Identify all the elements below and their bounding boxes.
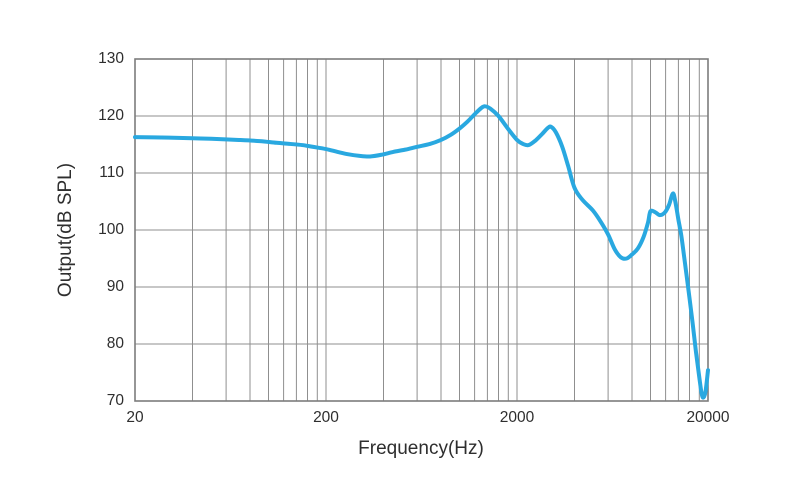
y-axis-title: Output(dB SPL) bbox=[55, 162, 76, 298]
x-axis-title: Frequency(Hz) bbox=[358, 438, 484, 459]
y-tick-label: 70 bbox=[106, 392, 124, 409]
y-tick-label: 130 bbox=[98, 50, 124, 67]
x-tick-label: 2000 bbox=[499, 409, 535, 426]
y-tick-label: 100 bbox=[98, 221, 124, 238]
response-curve bbox=[133, 104, 710, 400]
x-tick-label: 20 bbox=[126, 409, 144, 426]
y-tick-label: 80 bbox=[106, 335, 124, 352]
plot-border bbox=[134, 58, 709, 402]
y-tick-label: 110 bbox=[99, 164, 124, 181]
y-tick-label: 90 bbox=[106, 278, 124, 295]
x-tick-label: 20000 bbox=[686, 409, 730, 426]
x-tick-label: 200 bbox=[313, 409, 339, 426]
y-tick-label: 120 bbox=[98, 107, 124, 124]
